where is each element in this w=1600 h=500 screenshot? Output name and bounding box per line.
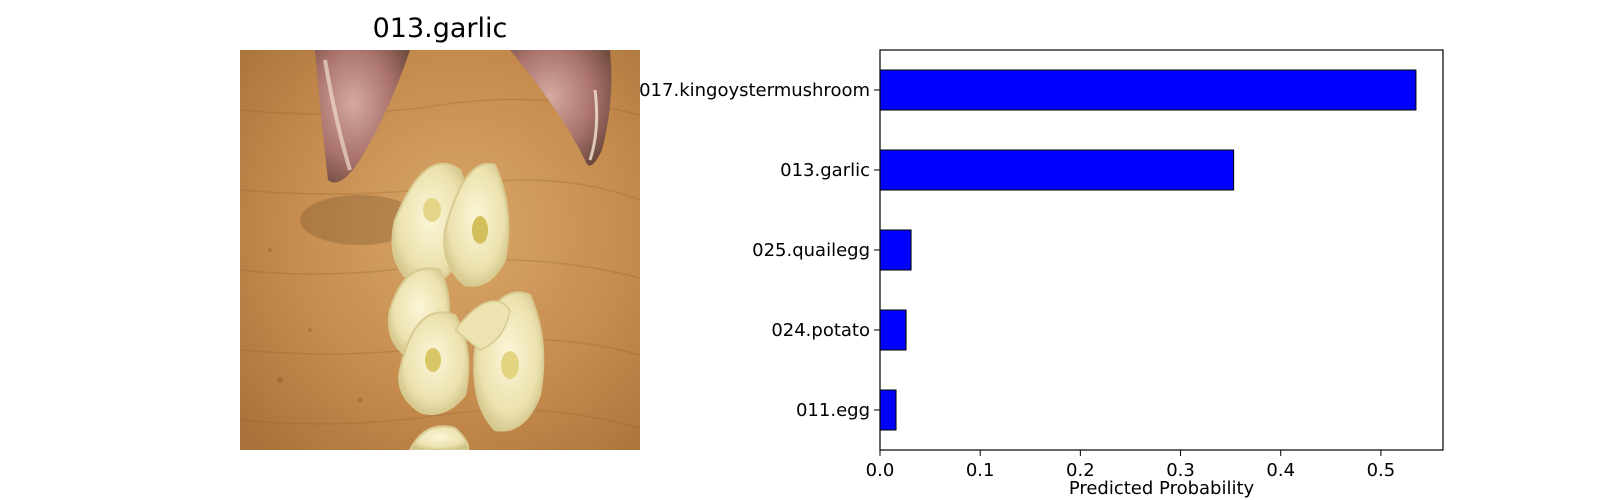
x-tick-label-3: 0.3 <box>1166 460 1195 481</box>
y-tick-label-3: 024.potato <box>771 320 870 341</box>
bar-4 <box>879 389 897 431</box>
ticks-layer: 017.kingoystermushroom 013.garlic 025.quai… <box>639 80 1395 481</box>
y-tick-label-0: 017.kingoystermushroom <box>639 80 870 101</box>
bar-3 <box>879 309 907 351</box>
x-tick-label-4: 0.4 <box>1266 460 1295 481</box>
y-tick-label-4: 011.egg <box>796 400 870 421</box>
y-tick-label-2: 025.quailegg <box>752 240 870 261</box>
bars-layer <box>879 69 1417 431</box>
x-tick-label-2: 0.2 <box>1066 460 1095 481</box>
x-tick-label-0: 0.0 <box>866 460 895 481</box>
y-tick-label-1: 013.garlic <box>780 160 870 181</box>
bar-1 <box>879 149 1235 191</box>
bar-0 <box>879 69 1417 111</box>
x-axis-label: Predicted Probability <box>1069 478 1255 499</box>
garlic-photo <box>240 50 640 450</box>
bar-2 <box>879 229 912 271</box>
x-tick-label-1: 0.1 <box>966 460 995 481</box>
x-tick-label-5: 0.5 <box>1367 460 1396 481</box>
image-title: 013.garlic <box>372 13 508 44</box>
